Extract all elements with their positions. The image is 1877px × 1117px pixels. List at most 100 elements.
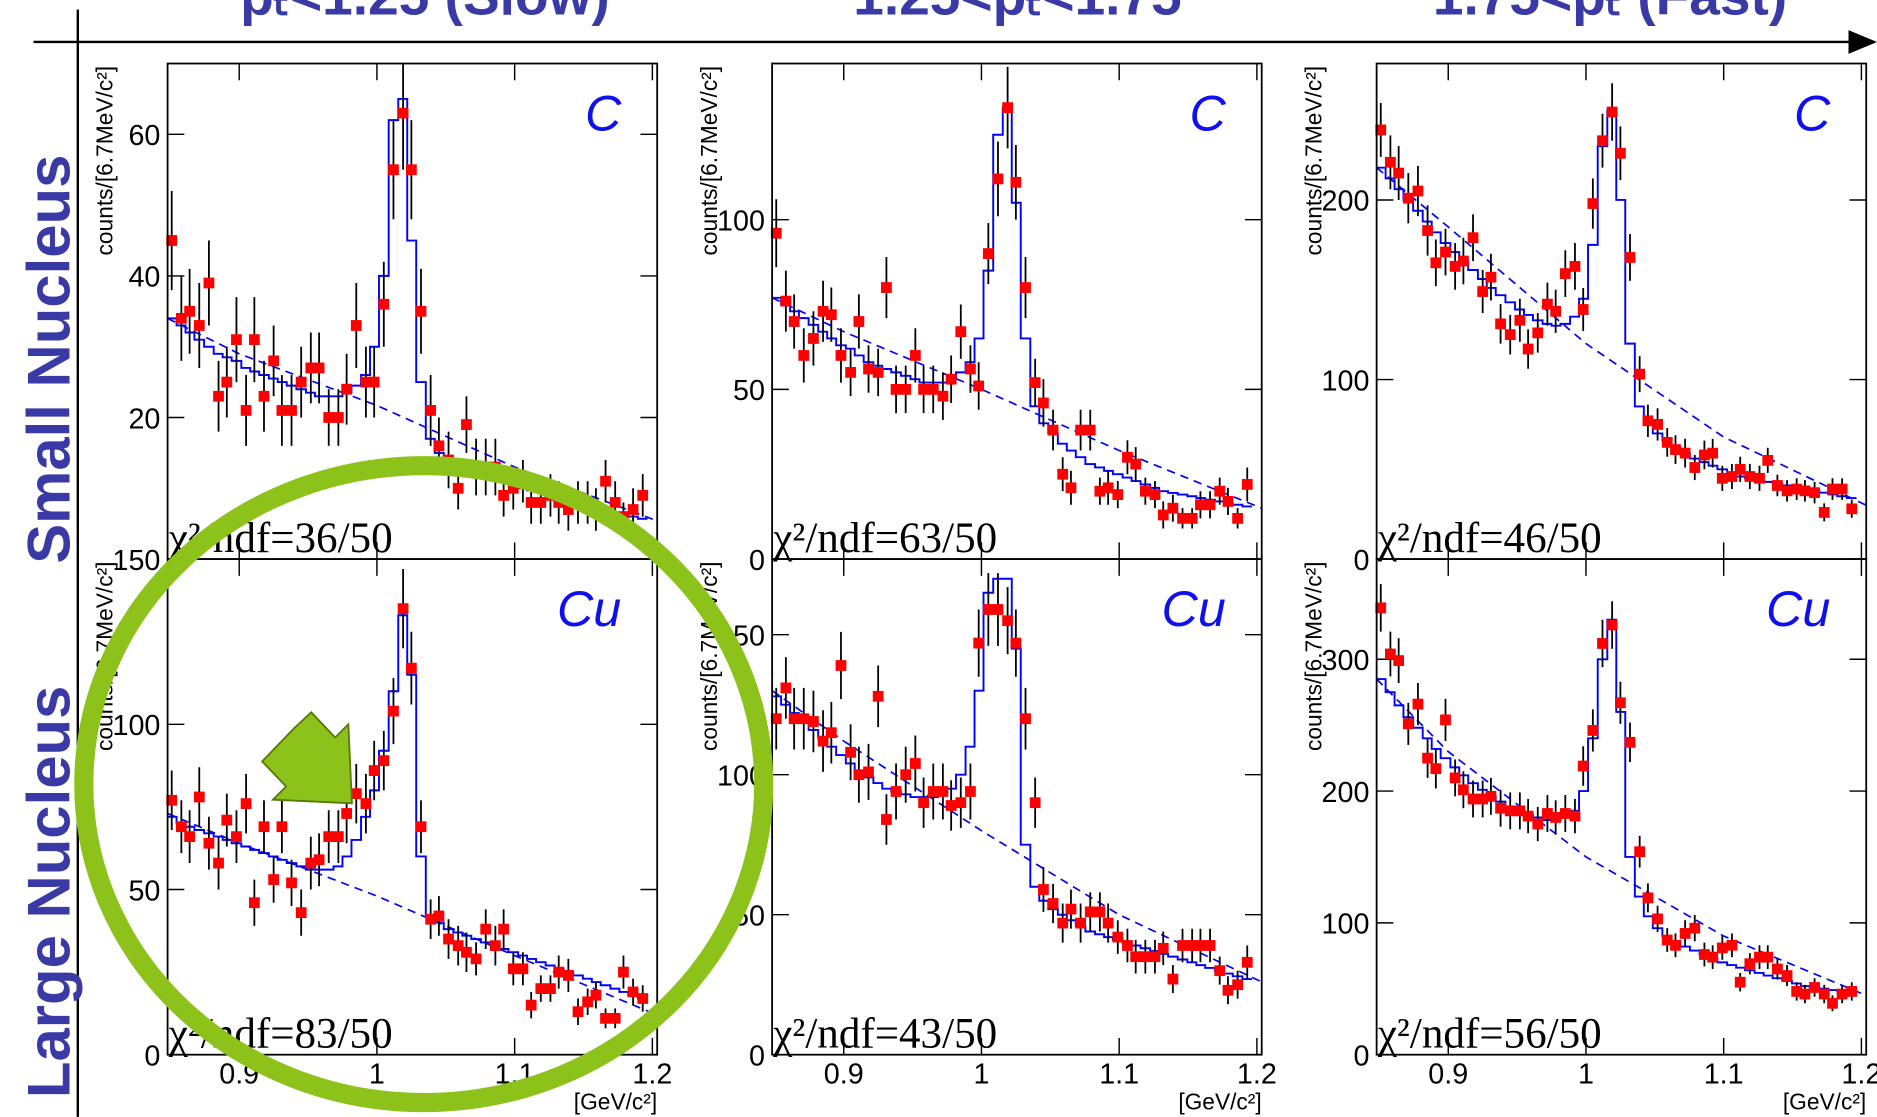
data-point bbox=[368, 376, 380, 388]
data-point bbox=[945, 800, 957, 811]
panel-frame bbox=[166, 62, 659, 560]
data-point bbox=[1799, 485, 1811, 497]
data-point bbox=[341, 808, 353, 819]
data-point bbox=[1084, 424, 1096, 436]
data-point bbox=[240, 405, 252, 416]
data-point bbox=[240, 798, 252, 809]
data-point bbox=[1495, 802, 1506, 814]
data-point bbox=[1186, 940, 1198, 951]
data-point bbox=[1241, 479, 1253, 490]
data-point bbox=[213, 390, 224, 402]
data-point bbox=[1112, 931, 1124, 943]
nucleus-label: C bbox=[585, 85, 622, 142]
data-point bbox=[1430, 257, 1442, 269]
x-axis-label: [GeV/c²] bbox=[574, 1089, 657, 1115]
data-point bbox=[853, 316, 865, 327]
y-tick-label: 150 bbox=[112, 545, 160, 577]
chi2-label: χ²/ndf=56/50 bbox=[1377, 1011, 1602, 1058]
data-point bbox=[203, 277, 215, 289]
data-point bbox=[248, 897, 260, 909]
data-point bbox=[1467, 793, 1479, 805]
data-point bbox=[817, 735, 829, 747]
data-point bbox=[286, 877, 297, 889]
data-point bbox=[268, 355, 280, 367]
data-point bbox=[1075, 917, 1086, 929]
data-point bbox=[350, 788, 362, 800]
data-point bbox=[637, 993, 649, 1004]
data-point bbox=[1430, 763, 1442, 775]
data-point bbox=[221, 376, 233, 388]
data-point bbox=[1550, 812, 1562, 823]
data-point bbox=[1634, 846, 1646, 858]
data-point bbox=[1149, 951, 1161, 963]
data-point bbox=[1214, 485, 1226, 497]
data-point bbox=[1689, 922, 1701, 934]
data-point bbox=[1402, 192, 1414, 204]
data-point bbox=[175, 312, 187, 324]
data-point bbox=[1167, 973, 1179, 985]
y-axis-label: counts/[6.7MeV/c²] bbox=[696, 66, 722, 256]
data-point bbox=[627, 986, 639, 998]
data-point bbox=[1818, 988, 1830, 1000]
data-point bbox=[863, 363, 874, 375]
x-tick-label: 1.1 bbox=[1099, 1058, 1139, 1090]
data-point bbox=[1634, 368, 1646, 380]
data-point bbox=[1624, 736, 1636, 748]
data-point bbox=[1818, 507, 1830, 518]
data-point bbox=[1661, 934, 1673, 946]
data-point bbox=[452, 482, 464, 494]
data-point bbox=[1597, 135, 1608, 147]
data-point bbox=[845, 367, 856, 378]
data-point bbox=[590, 989, 602, 1001]
data-point bbox=[1204, 940, 1216, 951]
data-point bbox=[313, 854, 325, 866]
data-point bbox=[1102, 482, 1114, 494]
column-header: pₜ<1.25 (Slow) bbox=[240, 0, 610, 26]
x-axis-label: [GeV/c²] bbox=[1783, 1089, 1866, 1115]
data-point bbox=[780, 295, 792, 307]
data-point bbox=[770, 713, 782, 725]
data-point bbox=[1577, 304, 1589, 315]
data-point bbox=[1836, 483, 1848, 495]
data-point bbox=[461, 419, 472, 430]
data-point bbox=[881, 282, 892, 293]
data-point bbox=[1375, 124, 1387, 136]
x-tick-label: 1 bbox=[973, 1058, 989, 1090]
data-point bbox=[433, 910, 445, 922]
data-point bbox=[498, 489, 510, 501]
data-point bbox=[1754, 951, 1765, 963]
data-point bbox=[1781, 970, 1793, 981]
data-point bbox=[1716, 472, 1728, 484]
panel: 0 100 200 Cχ²/ndf=46/50 counts/[6.7MeV/c²] bbox=[1301, 62, 1868, 577]
data-point bbox=[397, 107, 409, 119]
data-point bbox=[572, 1006, 584, 1018]
data-point bbox=[443, 933, 454, 945]
data-point bbox=[1734, 463, 1746, 475]
data-point bbox=[535, 497, 547, 508]
data-point bbox=[1559, 808, 1571, 819]
data-point bbox=[1485, 790, 1497, 802]
data-point bbox=[918, 797, 929, 809]
x-tick-label: 1.2 bbox=[632, 1058, 672, 1090]
y-tick-label: 60 bbox=[128, 120, 160, 152]
nucleus-label: Cu bbox=[557, 580, 621, 637]
data-point bbox=[1167, 502, 1179, 514]
nucleus-label: C bbox=[1794, 85, 1831, 142]
y-axis-label: counts/[6.7MeV/c²] bbox=[1301, 66, 1327, 256]
data-point bbox=[1809, 982, 1820, 993]
data-point bbox=[1422, 225, 1433, 236]
data-point bbox=[780, 682, 792, 694]
x-tick-label: 1 bbox=[369, 1058, 385, 1090]
data-point bbox=[927, 383, 939, 395]
data-point bbox=[1485, 271, 1497, 283]
data-point bbox=[1827, 483, 1838, 495]
y-tick-label: 0 bbox=[1353, 545, 1369, 577]
data-point bbox=[1642, 892, 1654, 904]
data-point bbox=[1186, 512, 1198, 524]
data-point bbox=[203, 837, 215, 849]
background-curve bbox=[1376, 167, 1867, 506]
data-point bbox=[397, 603, 409, 615]
